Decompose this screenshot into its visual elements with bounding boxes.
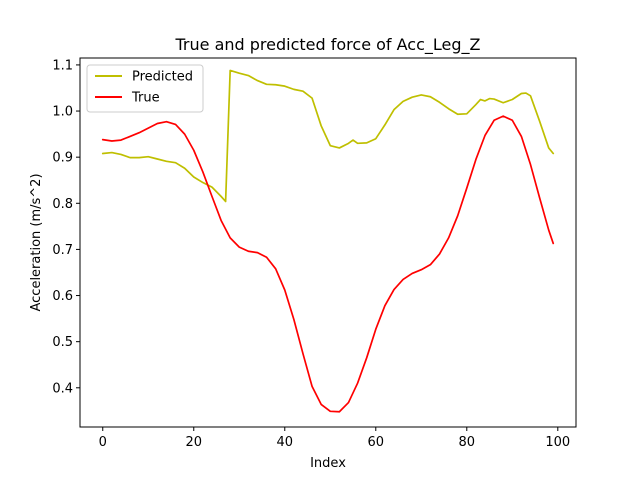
series-line-predicted (101, 69, 555, 203)
x-tick-label: 80 (459, 435, 476, 450)
y-tick-label: 0.7 (52, 243, 73, 258)
x-axis-title: Index (310, 456, 346, 471)
y-tick-label: 0.4 (52, 381, 73, 396)
legend-label-true: True (131, 91, 160, 106)
x-tick-label: 0 (99, 435, 107, 450)
legend: Predicted True (86, 64, 204, 113)
y-tick-label: 0.6 (52, 289, 73, 304)
plot-area-frame (79, 57, 577, 428)
y-tick-label: 0.9 (52, 151, 73, 166)
y-axis-title: Acceleration (m/s^2) (29, 173, 44, 311)
series-layer (101, 69, 555, 413)
y-tick-label: 1.0 (52, 105, 73, 120)
x-tick-label: 100 (545, 435, 570, 450)
x-tick-label: 20 (185, 435, 202, 450)
y-tick-label: 0.5 (52, 335, 73, 350)
y-tick-label: 1.1 (52, 58, 73, 73)
y-axis: 0.4 0.5 0.6 0.7 0.8 0.9 1.0 1.1 (52, 58, 80, 396)
legend-label-predicted: Predicted (132, 70, 193, 85)
series-line-true (101, 115, 555, 413)
x-tick-label: 60 (368, 435, 385, 450)
y-tick-label: 0.8 (52, 197, 73, 212)
chart-title: True and predicted force of Acc_Leg_Z (175, 35, 481, 55)
x-axis: 0 20 40 60 80 100 (99, 427, 570, 450)
x-tick-label: 40 (276, 435, 293, 450)
